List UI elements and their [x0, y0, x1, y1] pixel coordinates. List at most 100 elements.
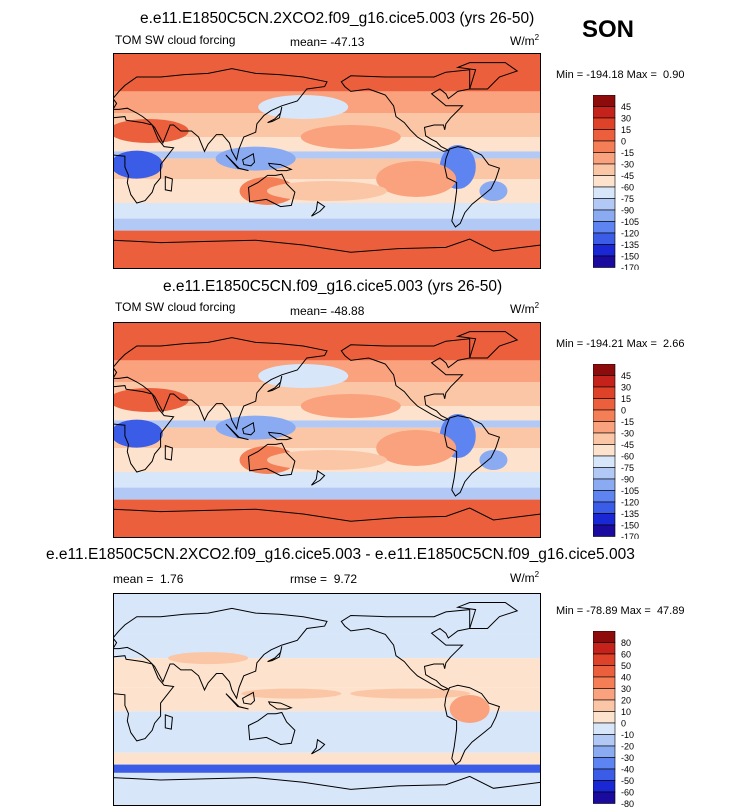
panel2-colorbar-box: [593, 386, 616, 399]
panel1-colorbar-label: -150: [621, 252, 639, 262]
panel2-colorbar-label: -135: [621, 509, 639, 519]
diff-band-southern-ocean: [113, 764, 541, 773]
panel1-colorbar-label: -105: [621, 217, 639, 227]
panel2-band-itcz: [113, 420, 541, 428]
diff-band-north-midlat: [113, 634, 541, 659]
diff-asia-band: [168, 652, 249, 665]
panel3-mean: mean = 1.76: [113, 572, 184, 586]
panel3-colorbar-label: -30: [621, 753, 634, 763]
panel2-south-pacific-band: [267, 450, 387, 470]
panel1-colorbar-box: [593, 255, 616, 268]
panel1-variable: TOM SW cloud forcing: [115, 33, 236, 47]
panel2-colorbar-label: 0: [621, 406, 626, 416]
diff-itcz-east-pacific: [350, 688, 471, 699]
panel2-colorbar-box: [593, 409, 616, 422]
panel1-colorbar-box: [593, 140, 616, 153]
diff-band-south-midlat: [113, 752, 541, 765]
panel2-colorbar-box: [593, 432, 616, 445]
panel3-colorbar-box: [593, 722, 616, 735]
panel2-colorbar-label: -120: [621, 498, 639, 508]
panel3-colorbar-box: [593, 631, 616, 643]
panel2-colorbar-box: [593, 455, 616, 468]
diff-frame: [113, 593, 541, 806]
panel1-colorbar-label: -90: [621, 206, 634, 216]
panel2-colorbar-label: 30: [621, 383, 631, 393]
panel1-colorbar-label: -120: [621, 229, 639, 239]
panel3-colorbar-label: -60: [621, 788, 634, 798]
panel2-colorbar-label: -90: [621, 475, 634, 485]
panel2-sacz: [479, 450, 508, 470]
panel1-colorbar-label: -135: [621, 240, 639, 250]
panel1-south-pacific-band: [267, 181, 387, 201]
panel3-colorbar-box: [593, 757, 616, 770]
panel1-north-pacific-storm: [258, 95, 349, 119]
panel3-map: [113, 593, 541, 806]
panel1-colorbar-box: [593, 175, 616, 188]
panel1-colorbar-label: -170: [621, 263, 639, 270]
panel3-colorbar-label: 50: [621, 661, 631, 671]
panel1-colorbar-label: 0: [621, 137, 626, 147]
panel2-colorbar-box: [593, 375, 616, 388]
panel1-colorbar-box: [593, 232, 616, 245]
panel3-colorbar-label: 60: [621, 650, 631, 660]
panel1-maritime-continent: [215, 146, 296, 171]
panel1-colorbar-label: 30: [621, 114, 631, 124]
panel1-sacz: [479, 181, 508, 201]
panel1-frame: [113, 53, 541, 269]
panel3-minmax: Min = -78.89 Max = 47.89: [556, 605, 685, 617]
panel2-north-pacific-subtropics: [300, 394, 401, 418]
coastlines: [113, 62, 541, 269]
panel3-units: W/m2: [510, 570, 540, 585]
panel1-band-southern-ocean: [113, 218, 541, 231]
panel3-colorbar-box: [593, 642, 616, 655]
panel1-minmax: Min = -194.18 Max = 0.90: [556, 69, 685, 81]
panel1-colorbar-box: [593, 209, 616, 222]
panel1-band-itcz: [113, 151, 541, 159]
panel2-colorbar-label: -15: [621, 417, 634, 427]
panel3-colorbar-box: [593, 699, 616, 712]
panel2-map: [113, 322, 541, 538]
panel2-colorbar-box: [593, 421, 616, 434]
panel1-mean: mean= -47.13: [290, 35, 365, 49]
panel3-colorbar-label: -20: [621, 742, 634, 752]
panel2-colorbar-label: -170: [621, 532, 639, 539]
panel3-colorbar-label: 40: [621, 673, 631, 683]
panel2-colorbar-box: [593, 467, 616, 480]
panel2-band-southern-ocean: [113, 487, 541, 500]
panel1-colorbar-label: 15: [621, 125, 631, 135]
panel2-colorbar-label: 15: [621, 394, 631, 404]
panel3-colorbar-label: -10: [621, 730, 634, 740]
panel1-band-south-midlat: [113, 203, 541, 219]
panel3-colorbar-label: -50: [621, 776, 634, 786]
coastlines: [113, 331, 541, 538]
panel1-north-pacific-subtropics: [300, 125, 401, 149]
panel2-colorbar-label: -60: [621, 452, 634, 462]
panel1-colorbar-label: -60: [621, 183, 634, 193]
panel2-colorbar-label: 45: [621, 371, 631, 381]
panel1-colorbar-box: [593, 198, 616, 211]
panel3-colorbar-box: [593, 734, 616, 747]
panel2-colorbar-box: [593, 444, 616, 457]
panel3-colorbar-box: [593, 711, 616, 724]
panel3-colorbar-label: -80: [621, 799, 634, 807]
panel1-colorbar-box: [593, 186, 616, 199]
panel2-colorbar-label: -75: [621, 463, 634, 473]
panel2-title: e.e11.E1850C5CN.f09_g16.cice5.003 (yrs 2…: [163, 278, 503, 295]
panel2-colorbar-box: [593, 490, 616, 503]
panel1-colorbar-box: [593, 129, 616, 142]
panel3-colorbar-box: [593, 688, 616, 701]
panel1-colorbar-box: [593, 152, 616, 165]
panel3-colorbar-box: [593, 768, 616, 781]
panel1-colorbar-box: [593, 106, 616, 119]
panel1-congo-cloud: [113, 150, 163, 179]
panel2-north-pacific-storm: [258, 364, 349, 388]
panel2-colorbar-label: -30: [621, 429, 634, 439]
panel1-colorbar-label: -30: [621, 160, 634, 170]
panel1-colorbar-label: -15: [621, 148, 634, 158]
coastlines: [113, 602, 541, 806]
panel2-frame: [113, 322, 541, 538]
panel2-mean: mean= -48.88: [290, 304, 365, 318]
panel3-colorbar-label: 80: [621, 638, 631, 648]
